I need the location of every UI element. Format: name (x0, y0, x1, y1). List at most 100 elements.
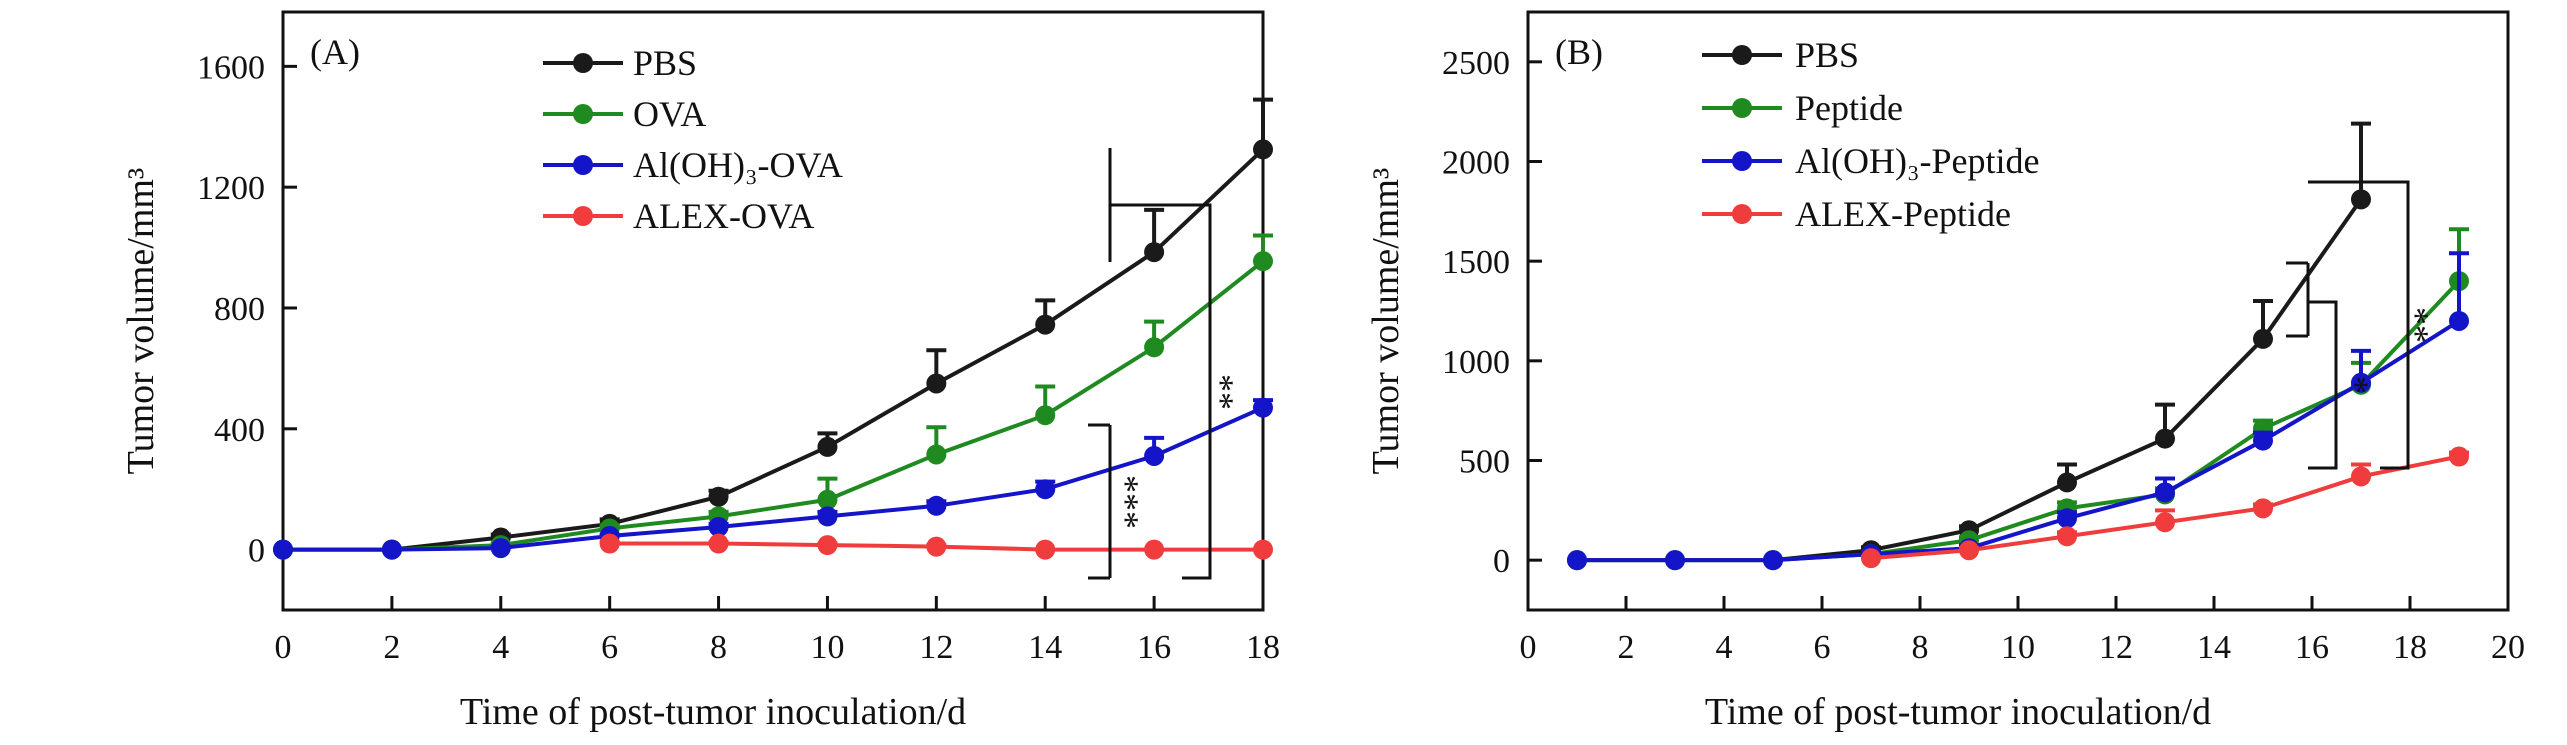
series-Al(OH)₃-OVA (273, 397, 1273, 560)
legend-marker (1732, 151, 1752, 171)
significance-bracket: ** (2308, 180, 2446, 470)
data-point (1144, 337, 1165, 358)
legend-item: Al(OH)₃-Peptide (1702, 141, 2040, 181)
y-tick-label: 500 (1459, 444, 1510, 481)
x-axis-title: Time of post-tumor inoculation/d (1705, 691, 2211, 733)
data-point (1144, 242, 1165, 263)
data-point (817, 535, 838, 556)
data-point (2155, 512, 2175, 533)
significance-label: ** (1211, 374, 1251, 410)
data-point (1144, 539, 1165, 560)
data-point (2351, 466, 2371, 487)
x-tick-label: 6 (601, 629, 618, 666)
data-point (1763, 550, 1783, 571)
data-point (2253, 498, 2273, 519)
data-point (926, 444, 947, 465)
data-point (1567, 550, 1587, 571)
data-point (926, 495, 947, 516)
significance-label: *** (1116, 475, 1156, 529)
y-tick-label: 800 (214, 291, 265, 328)
y-axis-title: Tumor volume/mm³ (1365, 168, 1407, 475)
x-tick-label: 2 (383, 629, 400, 666)
series-PBS (1567, 121, 2371, 571)
significance-bracket: ** (1108, 148, 1251, 580)
y-tick-label: 1600 (197, 49, 265, 86)
data-point (817, 506, 838, 527)
data-point (1665, 550, 1685, 571)
data-point (1253, 139, 1273, 160)
legend-item: Al(OH)₃-OVA (543, 145, 843, 185)
data-point (2057, 526, 2077, 547)
y-axis-title: Tumor volume/mm³ (120, 168, 162, 475)
x-tick-label: 6 (1814, 629, 1831, 666)
data-point (2155, 482, 2175, 503)
bracket-line (1110, 203, 1212, 580)
series-ALEX-Peptide (1861, 446, 2469, 569)
series-line (283, 147, 1265, 552)
x-tick-label: 16 (2295, 629, 2329, 666)
data-point (1035, 405, 1056, 426)
data-point (926, 536, 947, 557)
chart-panel-b: 0 2 4 6 8 10 12 14 16 18 20 0 500 1000 1500 2000 2500 Tim… (1365, 10, 2525, 733)
plot-frame (1526, 10, 2510, 612)
x-tick-label: 12 (2099, 629, 2133, 666)
data-point (2351, 189, 2371, 210)
data-point (1035, 539, 1056, 560)
legend-label: ALEX-Peptide (1795, 194, 2011, 234)
data-point (708, 486, 729, 507)
data-point (2253, 328, 2273, 349)
data-point (2155, 428, 2175, 449)
data-point (1253, 397, 1273, 418)
bracket-line (2308, 180, 2410, 470)
legend-label: PBS (633, 43, 697, 83)
significance-label: * (2346, 376, 2386, 394)
legend-item: PBS (1702, 35, 1859, 75)
y-tick-label: 0 (248, 533, 265, 570)
legend-marker (573, 206, 593, 226)
y-tick-label: 1000 (1442, 344, 1510, 381)
data-point (817, 436, 838, 457)
data-point (1144, 445, 1165, 466)
x-axis-title: Time of post-tumor inoculation/d (460, 691, 966, 733)
legend-marker (1732, 98, 1752, 118)
x-tick-label: 10 (810, 629, 844, 666)
data-point (708, 533, 729, 554)
data-point (1035, 314, 1056, 335)
x-tick-label: 14 (1028, 629, 1062, 666)
data-point (1035, 479, 1056, 500)
x-tick-label: 2 (1618, 629, 1635, 666)
x-tick-label: 0 (1520, 629, 1537, 666)
plot-frame (281, 10, 1265, 612)
x-tick-label: 12 (919, 629, 953, 666)
data-point (1861, 548, 1881, 569)
y-tick-label: 1200 (197, 170, 265, 207)
data-point (2057, 472, 2077, 493)
x-tick-label: 14 (2197, 629, 2231, 666)
legend-item: OVA (543, 94, 706, 134)
legend-marker (573, 155, 593, 175)
legend-marker (573, 53, 593, 73)
x-tick-label: 18 (2393, 629, 2427, 666)
data-point (1253, 251, 1273, 272)
legend-item: PBS (543, 43, 697, 83)
legend-label: ALEX-OVA (633, 196, 814, 236)
chart-panel-a: 0 2 4 6 8 10 12 14 16 18 0 400 800 1200 1600 Time of po… (120, 10, 1280, 733)
data-point (599, 533, 620, 554)
data-point (2057, 508, 2077, 529)
y-tick-label: 2000 (1442, 145, 1510, 182)
legend-item: ALEX-OVA (543, 196, 814, 236)
x-tick-label: 10 (2001, 629, 2035, 666)
panel-label: (B) (1555, 32, 1603, 72)
legend-marker (1732, 204, 1752, 224)
legend-item: ALEX-Peptide (1702, 194, 2011, 234)
data-point (1959, 540, 1979, 561)
series-ALEX-OVA (599, 533, 1273, 560)
data-point (2253, 430, 2273, 451)
bracket-line (2308, 300, 2338, 470)
x-tick-label: 18 (1246, 629, 1280, 666)
data-point (2449, 446, 2469, 467)
data-point (2449, 310, 2469, 331)
legend-label: Peptide (1795, 88, 1903, 128)
